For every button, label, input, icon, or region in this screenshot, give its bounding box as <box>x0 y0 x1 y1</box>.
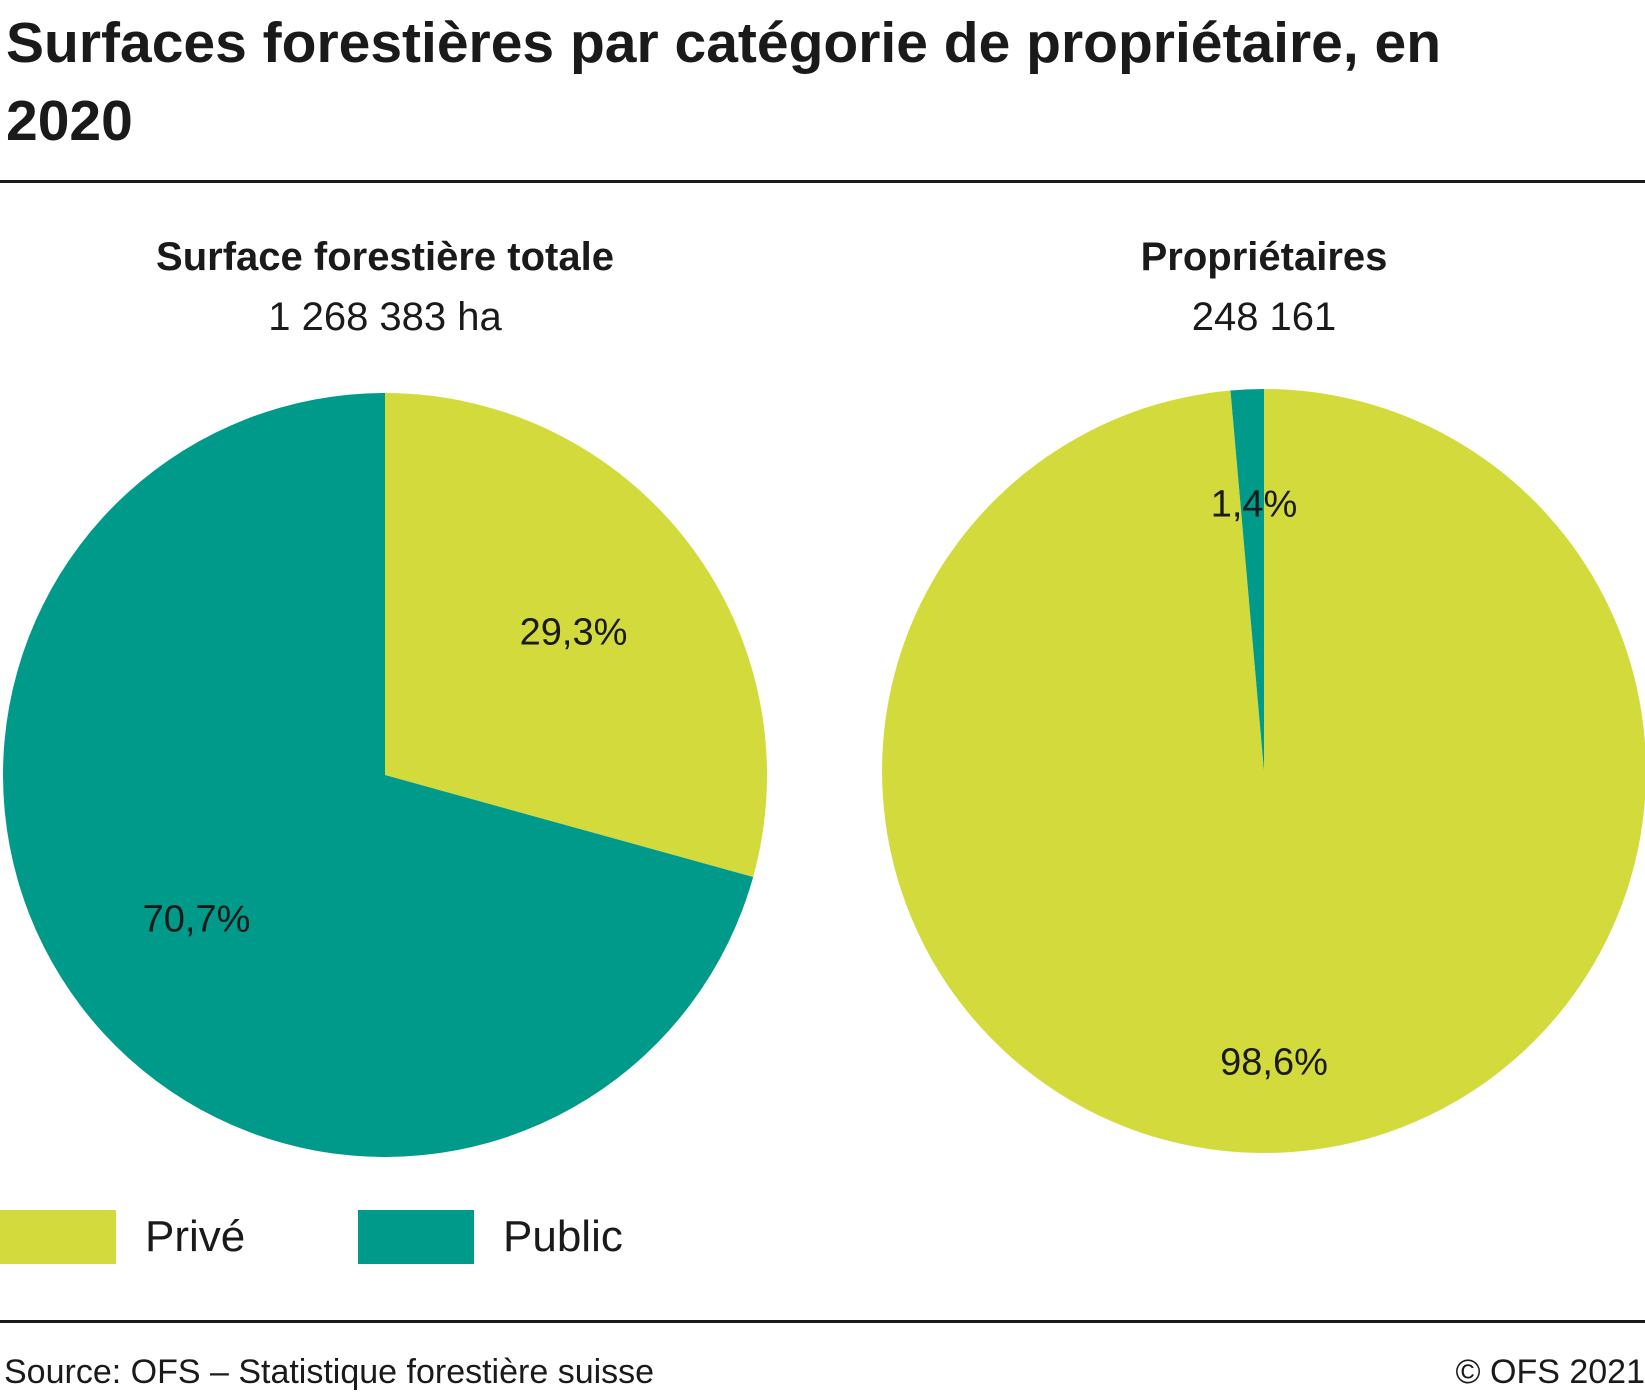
pie-subtitle-surface: 1 268 383 ha <box>268 295 502 339</box>
pie-label-prive: 98,6% <box>1220 1041 1328 1083</box>
footer-divider <box>0 1320 1645 1323</box>
pie-proprietaires: Propriétaires 248 161 98,6% 1,4% <box>882 235 1645 1153</box>
legend-label-prive: Privé <box>145 1212 246 1261</box>
pie-slice-prive <box>882 389 1645 1153</box>
pie-subtitle-proprietaires: 248 161 <box>1192 295 1337 339</box>
copyright-note: © OFS 2021 <box>1455 1353 1645 1391</box>
pie-slice-public <box>1230 389 1264 771</box>
pie-surface-totale: Surface forestière totale 1 268 383 ha 2… <box>2 235 767 1157</box>
pie-slice-prive <box>385 393 767 877</box>
legend-swatch-public <box>358 1210 474 1264</box>
pie-title-proprietaires: Propriétaires <box>1141 235 1388 279</box>
chart-title: Surfaces forestières par catégorie de pr… <box>6 11 1442 153</box>
legend-label-public: Public <box>503 1212 623 1261</box>
pie-charts: Surface forestière totale 1 268 383 ha 2… <box>2 235 1645 1157</box>
pie-label-prive: 29,3% <box>520 612 628 654</box>
pie-label-public: 1,4% <box>1211 484 1298 526</box>
pie-title-surface: Surface forestière totale <box>156 235 614 279</box>
legend-swatch-prive <box>0 1210 116 1264</box>
source-note: Source: OFS – Statistique forestière sui… <box>4 1353 655 1391</box>
pie-slice-public <box>2 393 754 1157</box>
title-divider <box>0 180 1645 183</box>
pie-label-public: 70,7% <box>143 898 251 940</box>
